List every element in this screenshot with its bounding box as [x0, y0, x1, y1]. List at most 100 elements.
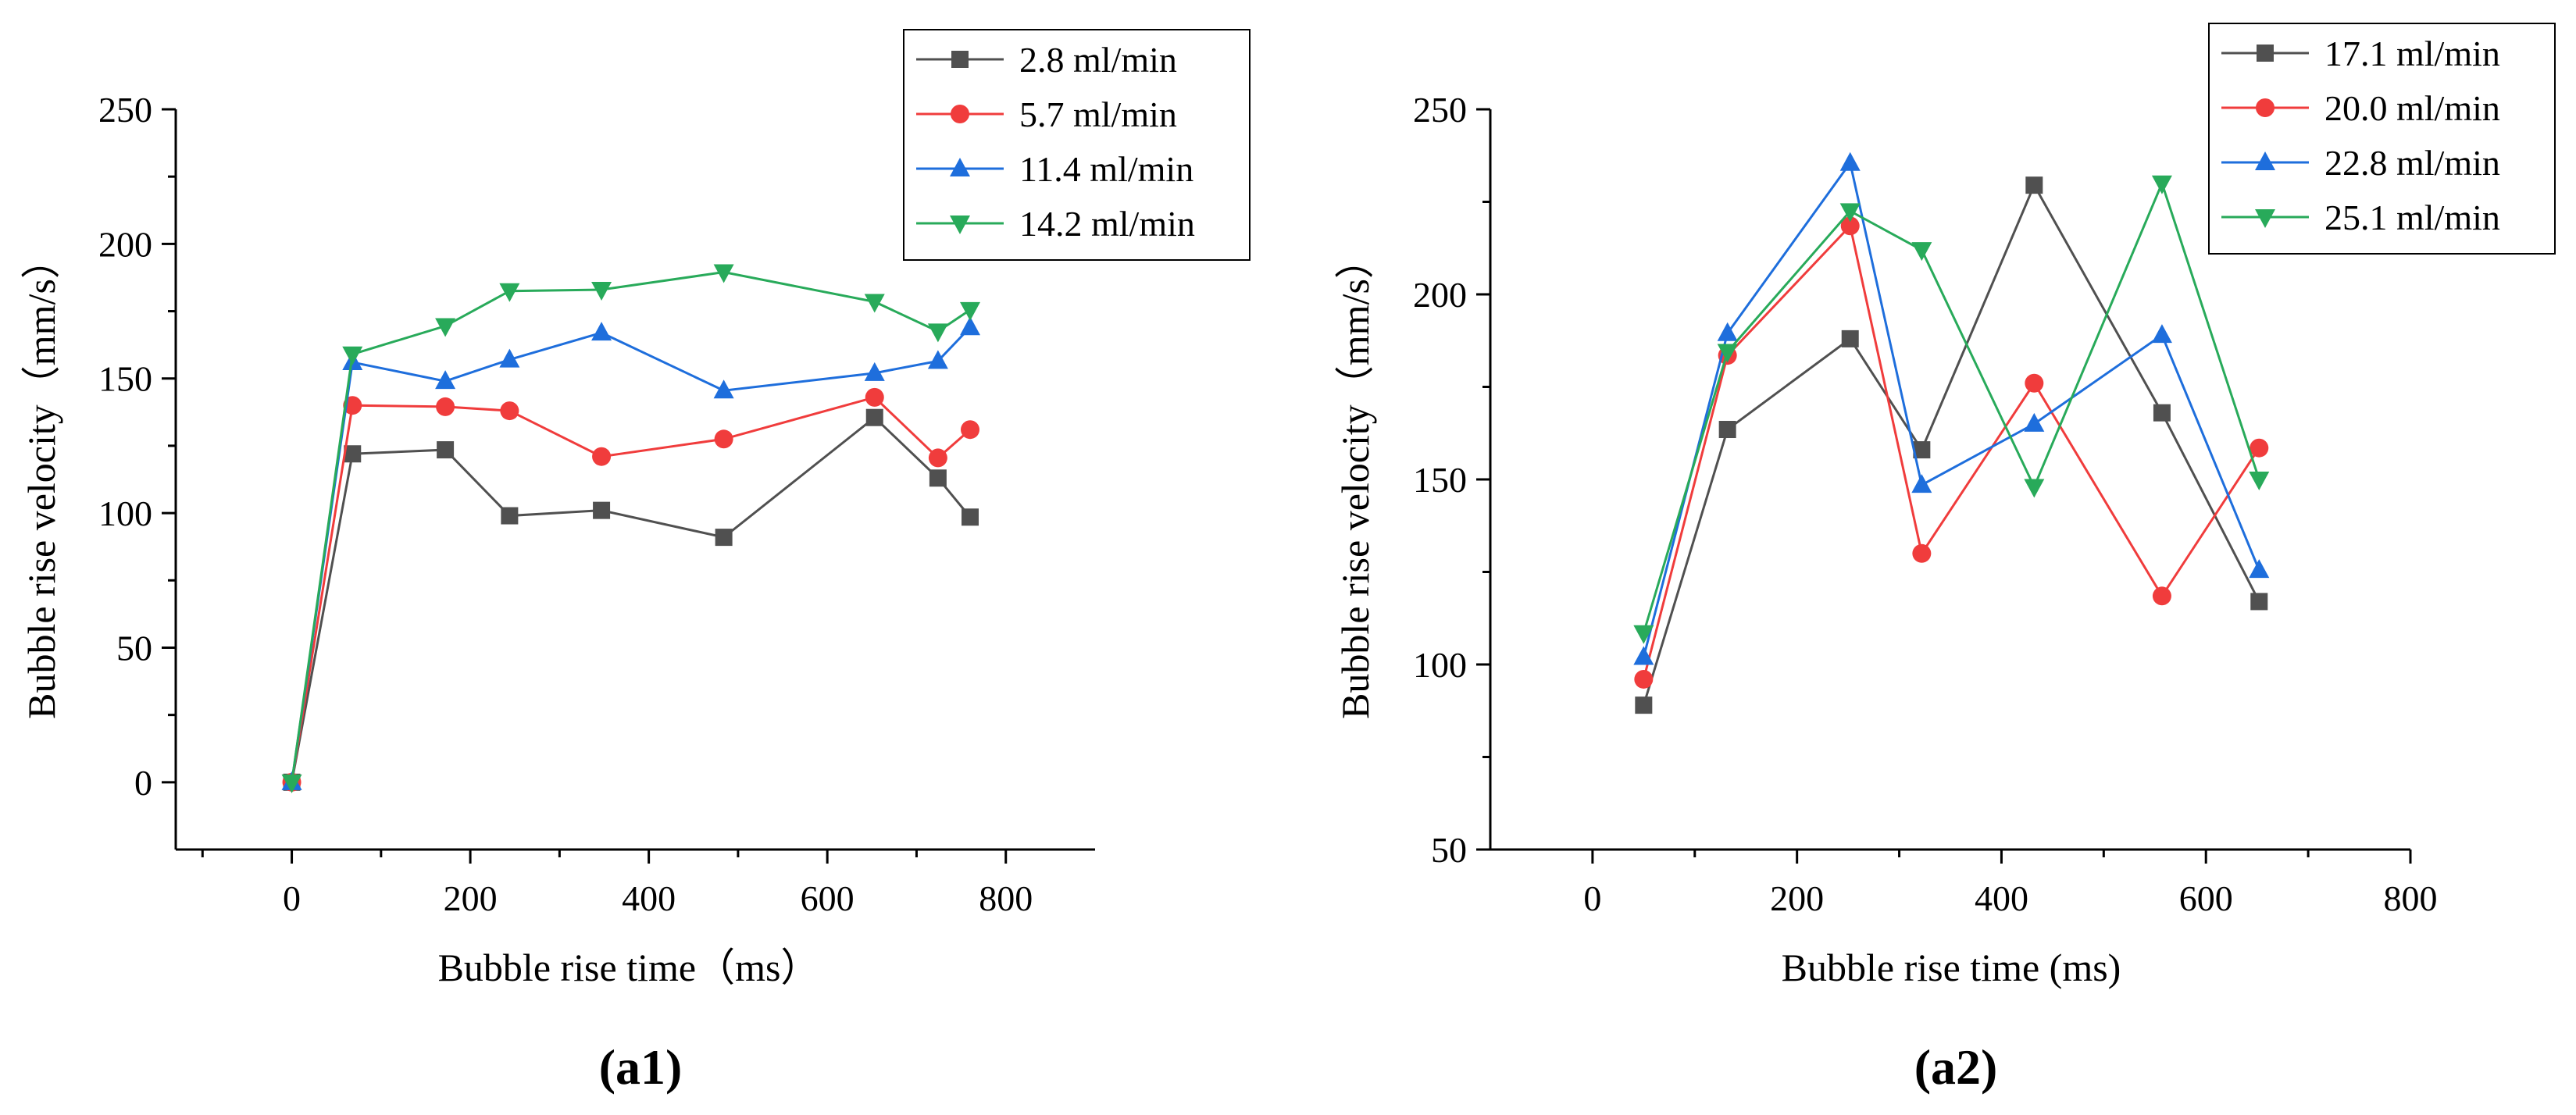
data-point [1718, 421, 1736, 439]
data-point [714, 429, 733, 449]
legend-label: 17.1 ml/min [2324, 34, 2500, 73]
series-line [1642, 182, 2260, 706]
series-3 [1633, 151, 2270, 665]
data-point [2250, 593, 2268, 611]
series-4 [1633, 175, 2270, 644]
data-point [960, 316, 981, 336]
data-point [865, 387, 884, 407]
y-tick-label: 100 [1413, 645, 1467, 685]
series-1 [1635, 176, 2268, 714]
y-axis-title: Bubble rise velocity（mm/s） [20, 240, 63, 719]
legend-marker [950, 216, 970, 234]
data-point [2024, 479, 2045, 498]
data-point [2249, 472, 2270, 490]
data-point [1635, 696, 1653, 714]
data-point [1839, 203, 1861, 223]
y-tick-label: 0 [134, 763, 152, 803]
series-line [291, 415, 972, 783]
y-tick-label: 100 [98, 493, 152, 533]
data-point [435, 370, 456, 390]
data-point [435, 318, 456, 337]
data-point [344, 445, 362, 463]
y-axis-title: Bubble rise velocity（mm/s） [1333, 240, 1377, 719]
data-point [2025, 176, 2043, 194]
data-point [500, 401, 519, 421]
x-tick-label: 200 [444, 878, 498, 918]
series-3 [281, 316, 981, 790]
legend-marker [951, 105, 969, 123]
y-tick-label: 150 [1413, 460, 1467, 500]
legend-label: 22.8 ml/min [2324, 143, 2500, 183]
chart-panel-1: 0 200 400 600 800 0 50 100 150 200 250 Bubble rise … [20, 29, 1251, 1095]
data-point [1841, 330, 1859, 347]
data-point [499, 348, 520, 368]
data-point [713, 379, 734, 399]
data-point [436, 397, 455, 416]
x-tick-label: 600 [801, 878, 855, 918]
data-point [2025, 373, 2044, 393]
series-2 [282, 387, 980, 792]
x-axis-title: Bubble rise time（ms） [438, 946, 820, 989]
data-point [961, 420, 980, 440]
series-line [291, 396, 972, 783]
data-point [1717, 344, 1738, 363]
legend-label: 11.4 ml/min [1019, 149, 1193, 189]
data-point [715, 529, 733, 547]
series-4 [281, 264, 981, 793]
y-tick-label: 250 [98, 90, 152, 130]
data-point [591, 322, 612, 341]
legend-label: 25.1 ml/min [2324, 198, 2500, 237]
legend: 17.1 ml/min 20.0 ml/min 22.8 ml/min 25.1 ml… [2208, 23, 2556, 255]
chart-panel-2: 0 200 400 600 800 50 100 150 200 250 Bubble rise t… [1333, 23, 2556, 1095]
data-point [342, 346, 363, 365]
data-point [713, 264, 734, 283]
legend-label: 5.7 ml/min [1019, 94, 1177, 134]
data-point [1633, 625, 1654, 644]
x-tick-label: 800 [2384, 878, 2438, 918]
data-point [501, 507, 519, 525]
data-point [592, 447, 612, 466]
data-point [2153, 404, 2171, 422]
legend-label: 14.2 ml/min [1019, 204, 1195, 244]
data-point [1913, 441, 1931, 459]
series-line [1642, 223, 2260, 680]
x-tick-label: 0 [283, 878, 301, 918]
data-point [2151, 324, 2172, 344]
x-tick-label: 800 [979, 878, 1033, 918]
y-tick-label: 150 [98, 359, 152, 399]
series-1 [283, 408, 979, 791]
x-tick-label: 600 [2179, 878, 2233, 918]
x-tick-label: 0 [1583, 878, 1601, 918]
data-point [1633, 646, 1654, 665]
x-axis-title: Bubble rise time (ms) [1782, 946, 2121, 989]
legend-marker [951, 51, 969, 68]
x-tick-label: 400 [1975, 878, 2028, 918]
data-point [927, 350, 948, 369]
data-point [591, 281, 612, 301]
data-point [2249, 559, 2270, 579]
legend-box [903, 29, 1251, 261]
data-point [593, 501, 611, 519]
y-tick-label: 200 [1413, 275, 1467, 315]
data-point [865, 408, 883, 426]
series-line [291, 271, 971, 783]
data-point [1717, 322, 1738, 341]
data-point [962, 508, 979, 526]
data-point [499, 283, 520, 302]
data-point [437, 441, 455, 459]
series-2 [1634, 216, 2269, 689]
data-point [1634, 669, 1654, 689]
legend-label: 2.8 ml/min [1019, 40, 1177, 80]
legend: 2.8 ml/min 5.7 ml/min 11.4 ml/min 14.2 ml/m… [903, 29, 1251, 261]
data-point [1912, 543, 1932, 563]
legend-marker [2255, 209, 2275, 228]
x-tick-label: 400 [622, 878, 676, 918]
data-point [927, 323, 948, 343]
data-point [2250, 438, 2269, 458]
data-point [928, 448, 947, 468]
y-tick-label: 200 [98, 224, 152, 264]
y-tick-label: 250 [1413, 90, 1467, 130]
data-point [929, 469, 947, 487]
data-point [2024, 412, 2045, 432]
